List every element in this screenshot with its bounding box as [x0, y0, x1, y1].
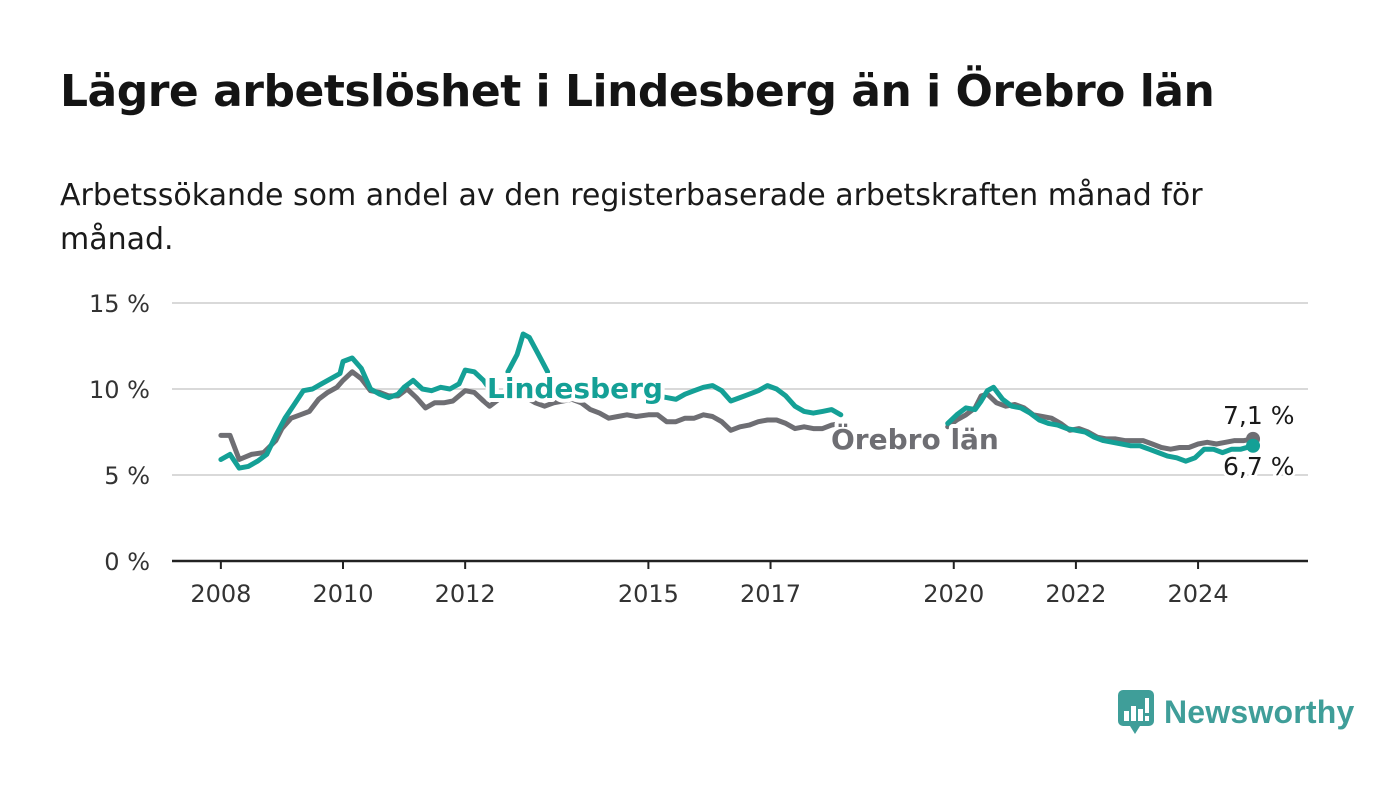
y-tick-label: 15 %: [89, 290, 150, 318]
newsworthy-logo-icon: [1118, 690, 1154, 734]
end-label-lindesberg: 6,7 %: [1223, 452, 1294, 481]
series-line-lindesberg: [505, 331, 551, 375]
series-line-lindesberg: [218, 355, 493, 471]
newsworthy-logo: Newsworthy: [1118, 690, 1354, 734]
chart-title: Lägre arbetslöshet i Lindesberg än i Öre…: [60, 66, 1215, 117]
y-tick-label: 10 %: [89, 376, 150, 404]
series-label-orebro: Örebro län: [831, 422, 999, 456]
series-line-lindesberg: [945, 384, 1256, 464]
x-tick-label: 2020: [923, 580, 984, 608]
x-tick-label: 2024: [1168, 580, 1229, 608]
y-tick-label: 0 %: [104, 548, 150, 576]
series-labels: Lindesberg Örebro län 7,1 % 6,7 %: [483, 368, 1297, 484]
series-line-lindesberg: [645, 383, 844, 418]
end-marker-lindesberg: [1246, 438, 1261, 453]
series-label-lindesberg: Lindesberg: [487, 372, 663, 405]
x-tick-label: 2015: [618, 580, 679, 608]
chart-subtitle: Arbetssökande som andel av den registerb…: [60, 178, 1203, 257]
x-tick-label: 2022: [1045, 580, 1106, 608]
series-line-örebro-län: [218, 369, 844, 462]
series-lines: [218, 331, 1261, 471]
y-tick-label: 5 %: [104, 462, 150, 490]
x-tick-label: 2012: [435, 580, 496, 608]
x-tick-label: 2017: [740, 580, 801, 608]
end-label-orebro: 7,1 %: [1223, 401, 1294, 430]
gridlines: [172, 302, 1308, 476]
x-tick-label: 2008: [190, 580, 251, 608]
x-tick-label: 2010: [312, 580, 373, 608]
newsworthy-logo-text: Newsworthy: [1164, 693, 1355, 730]
axes: 0 % 5 % 10 % 15 % 2008 2010 2012 2015 2017 2020 20…: [89, 290, 1308, 608]
